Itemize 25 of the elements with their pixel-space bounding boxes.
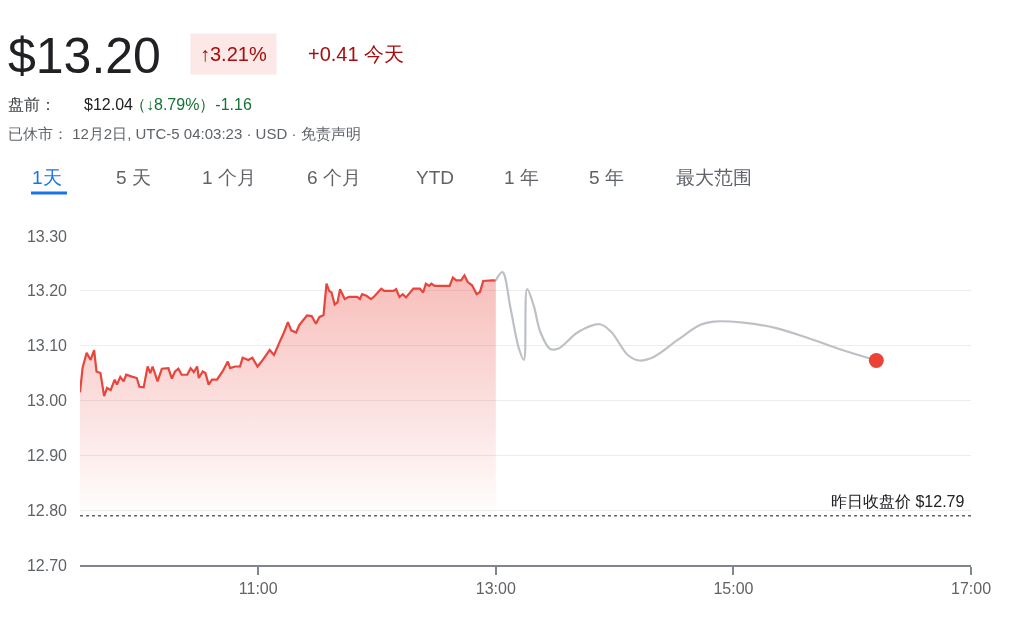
text: 6 个月	[307, 167, 361, 188]
y-tick-label: 12.80	[26, 501, 68, 519]
x-tick-label: 11:00	[238, 579, 278, 597]
text: 5 天	[116, 167, 151, 188]
y-tick-label: 12.70	[26, 556, 68, 574]
text: 最大范围	[676, 167, 752, 188]
ref-line-label: 昨日收盘价 $12.79	[831, 493, 965, 510]
y-tick-label: 13.30	[26, 227, 68, 245]
x-tick-label: 13:00	[475, 579, 516, 597]
y-tick-label: 12.90	[26, 446, 68, 464]
chart-title: $13.20	[8, 28, 161, 84]
text: YTD	[416, 167, 454, 188]
text: 1 年	[504, 167, 539, 188]
x-tick-label: 17:00	[950, 579, 992, 597]
text: 5 年	[589, 167, 624, 188]
y-tick-label: 13.20	[26, 282, 68, 300]
text: ↑3.21%	[200, 43, 267, 65]
text: 盘前：	[8, 96, 56, 113]
text: 已休市： 12月2日, UTC-5 04:03:23 · USD · 免责声明	[8, 125, 361, 142]
text: +0.41 今天	[308, 43, 405, 65]
y-tick-label: 13.10	[26, 337, 68, 355]
x-tick-label: 15:00	[713, 579, 754, 597]
text: 1 个月	[202, 167, 256, 188]
text: 1天	[32, 167, 62, 188]
y-tick-label: 13.00	[26, 392, 68, 410]
